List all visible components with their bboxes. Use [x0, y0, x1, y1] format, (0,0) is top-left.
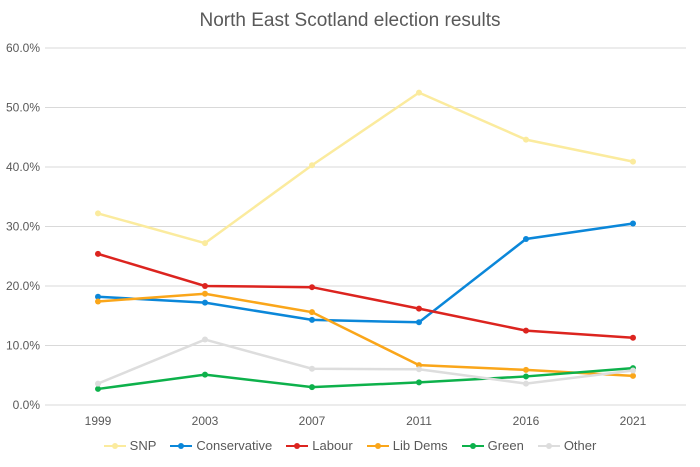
- y-tick-label: 30.0%: [6, 220, 40, 234]
- data-point: [630, 158, 636, 165]
- chart-title: North East Scotland election results: [199, 10, 501, 31]
- data-point: [309, 309, 315, 316]
- data-point: [202, 371, 208, 378]
- legend-item: SNP: [103, 438, 157, 453]
- data-point: [523, 373, 529, 380]
- data-point: [95, 385, 101, 392]
- legend-label: Green: [487, 438, 524, 453]
- data-point: [416, 379, 422, 386]
- y-tick-label: 20.0%: [6, 279, 40, 293]
- data-point: [630, 372, 636, 379]
- data-point: [95, 298, 101, 305]
- legend-label: Lib Dems: [392, 438, 448, 453]
- data-point: [523, 380, 529, 387]
- data-point: [202, 290, 208, 297]
- legend-item: Other: [537, 438, 597, 453]
- legend-label: Other: [563, 438, 597, 453]
- data-point: [95, 250, 101, 257]
- data-point: [309, 316, 315, 323]
- legend-item: Green: [461, 438, 524, 453]
- data-point: [630, 220, 636, 227]
- legend-swatch: [103, 442, 126, 449]
- y-tick-label: 10.0%: [6, 339, 40, 353]
- series-line-green: [97, 366, 634, 391]
- y-tick-label: 0.0%: [13, 398, 41, 412]
- data-point: [95, 293, 101, 300]
- legend-item: Conservative: [170, 438, 272, 453]
- series-line-lib-dems: [97, 292, 634, 378]
- y-tick-label: 60.0%: [6, 41, 40, 55]
- data-point: [416, 89, 422, 96]
- x-tick-label: 2003: [192, 414, 219, 428]
- data-point: [416, 362, 422, 369]
- legend-swatch: [366, 442, 389, 449]
- data-point: [416, 366, 422, 373]
- legend-swatch: [537, 442, 560, 449]
- legend: SNP Conservative Labour Lib Dems Green Other: [0, 438, 700, 453]
- legend-swatch: [461, 442, 484, 449]
- data-point: [309, 284, 315, 291]
- legend-swatch: [170, 442, 193, 449]
- x-tick-label: 2007: [299, 414, 326, 428]
- data-point: [523, 366, 529, 373]
- x-tick-label: 1999: [85, 414, 112, 428]
- legend-label: Conservative: [196, 438, 273, 453]
- data-point: [416, 305, 422, 312]
- x-tick-label: 2016: [513, 414, 540, 428]
- legend-item: Labour: [286, 438, 353, 453]
- legend-item: Lib Dems: [366, 438, 448, 453]
- y-tick-label: 40.0%: [6, 160, 40, 174]
- data-point: [523, 235, 529, 242]
- data-point: [416, 319, 422, 326]
- series-line-conservative: [97, 222, 634, 324]
- legend-label: SNP: [129, 438, 157, 453]
- data-point: [95, 210, 101, 217]
- data-point: [523, 136, 529, 143]
- data-point: [202, 283, 208, 289]
- series-line-labour: [97, 252, 634, 340]
- data-point: [630, 367, 636, 374]
- data-point: [202, 240, 208, 247]
- data-point: [630, 334, 636, 341]
- y-tick-label: 50.0%: [6, 101, 40, 115]
- legend-swatch: [286, 442, 309, 449]
- data-point: [309, 384, 315, 391]
- data-point: [95, 380, 101, 387]
- x-tick-label: 2011: [406, 414, 432, 428]
- x-tick-label: 2021: [620, 414, 647, 428]
- data-point: [309, 365, 315, 372]
- data-point: [523, 327, 529, 334]
- data-point: [309, 162, 315, 169]
- series-line-snp: [97, 91, 634, 245]
- data-point: [202, 336, 208, 343]
- data-point: [202, 299, 208, 306]
- series-line-other: [97, 338, 634, 385]
- legend-label: Labour: [312, 438, 353, 453]
